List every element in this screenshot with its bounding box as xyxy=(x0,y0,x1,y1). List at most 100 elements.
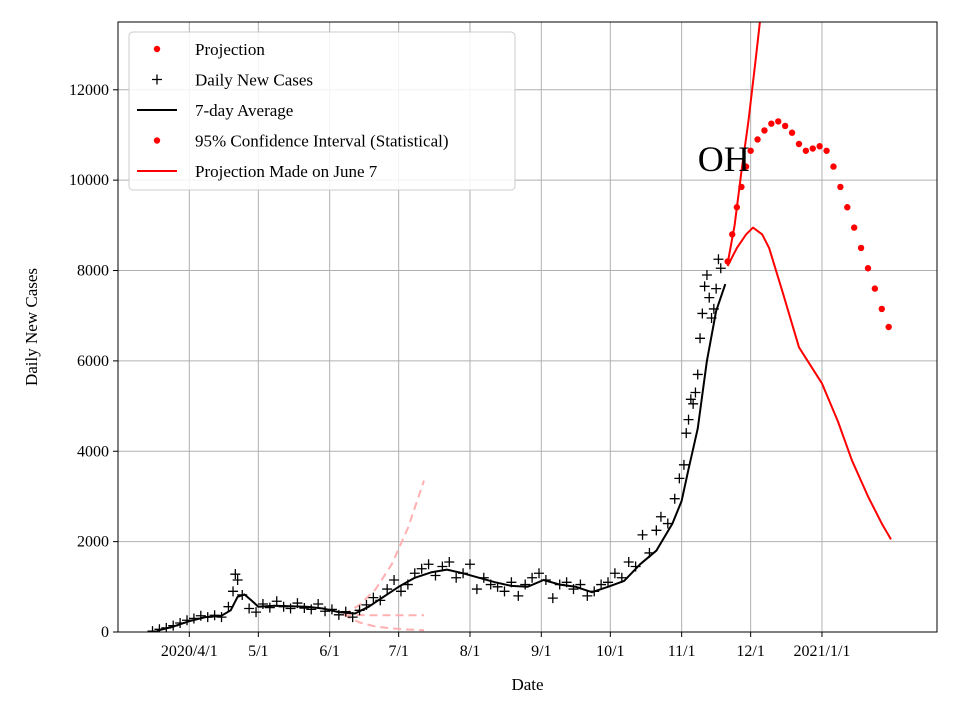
projection-point xyxy=(885,323,892,331)
daily-case-point xyxy=(264,602,275,613)
daily-case-point xyxy=(430,570,441,581)
projection-point xyxy=(724,258,731,265)
daily-case-point xyxy=(320,606,331,617)
projection-point xyxy=(844,204,851,211)
daily-case-point xyxy=(534,568,545,579)
daily-case-point xyxy=(409,568,420,579)
daily-case-point xyxy=(637,529,648,540)
daily-case-point xyxy=(704,292,715,303)
daily-case-point xyxy=(389,575,400,586)
daily-case-point xyxy=(499,586,510,597)
daily-case-point xyxy=(188,613,199,624)
y-tick-label: 6000 xyxy=(77,353,109,370)
daily-case-point xyxy=(223,601,234,612)
projection-point xyxy=(781,122,789,130)
daily-case-point xyxy=(609,568,620,579)
daily-case-point xyxy=(395,586,406,597)
daily-case-point xyxy=(711,283,722,294)
legend: Projection Daily New Cases 7-day Average 95… xyxy=(128,31,516,191)
daily-case-point xyxy=(690,387,701,398)
daily-case-point xyxy=(685,394,696,405)
daily-case-point xyxy=(701,270,712,281)
x-tick-label: 2020/4/1 xyxy=(161,643,218,660)
daily-case-point xyxy=(216,612,227,623)
daily-case-point xyxy=(257,598,268,609)
daily-case-point xyxy=(568,584,579,595)
daily-case-point xyxy=(354,605,365,616)
projection-point xyxy=(775,118,782,125)
daily-case-point xyxy=(651,525,662,536)
projection-point xyxy=(823,147,830,154)
x-tick-label: 8/1 xyxy=(460,643,480,660)
daily-case-point xyxy=(681,428,692,439)
x-tick-label: 6/1 xyxy=(319,643,339,660)
daily-case-point xyxy=(471,584,482,595)
daily-case-point xyxy=(299,603,310,614)
daily-case-point xyxy=(513,590,524,601)
series-line xyxy=(726,226,892,540)
daily-case-point xyxy=(554,579,565,590)
projection-point xyxy=(738,183,745,191)
daily-case-point xyxy=(695,333,706,344)
daily-case-point xyxy=(382,584,393,595)
y-tick-label: 12000 xyxy=(69,82,109,99)
daily-case-point xyxy=(416,563,427,574)
daily-case-point xyxy=(623,556,634,567)
daily-case-point xyxy=(630,561,641,572)
daily-case-point xyxy=(697,308,708,319)
daily-case-point xyxy=(237,589,248,600)
y-tick-label: 8000 xyxy=(77,263,109,280)
daily-case-point xyxy=(202,612,213,623)
daily-case-point xyxy=(683,414,694,425)
projection-point xyxy=(795,140,803,148)
daily-case-point xyxy=(540,575,551,586)
projection-point xyxy=(850,224,858,231)
daily-case-point xyxy=(575,579,586,590)
projection-point xyxy=(837,183,844,191)
x-tick-label: 11/1 xyxy=(668,643,696,660)
daily-case-point xyxy=(492,581,503,592)
daily-case-point xyxy=(596,579,607,590)
daily-case-point xyxy=(708,303,719,314)
daily-case-point xyxy=(271,596,282,607)
daily-case-point xyxy=(147,626,158,632)
projection-point xyxy=(864,265,872,272)
daily-case-point xyxy=(506,577,517,588)
daily-case-point xyxy=(368,592,379,603)
daily-case-point xyxy=(175,617,186,628)
projection-point xyxy=(747,147,754,154)
daily-case-point xyxy=(485,579,496,590)
daily-case-point xyxy=(292,598,303,609)
projection-point xyxy=(816,143,823,150)
daily-case-point xyxy=(678,459,689,470)
series-group xyxy=(147,22,892,632)
daily-case-point xyxy=(313,598,324,609)
legend-label: 95% Confidence Interval (Statistical) xyxy=(195,132,449,151)
y-tick-label: 10000 xyxy=(69,172,109,189)
daily-case-point xyxy=(458,568,469,579)
daily-case-point xyxy=(688,398,699,409)
chart-annotation: OH xyxy=(698,139,750,179)
daily-case-point xyxy=(228,586,239,597)
projection-point xyxy=(733,204,741,211)
daily-case-point xyxy=(603,577,614,588)
daily-case-point xyxy=(195,610,206,621)
daily-case-point xyxy=(423,559,434,570)
y-tick-label: 0 xyxy=(101,624,109,641)
x-tick-label: 5/1 xyxy=(248,643,268,660)
projection-point xyxy=(788,129,796,136)
daily-case-point xyxy=(699,281,710,292)
y-tick-label: 4000 xyxy=(77,443,109,460)
daily-case-point xyxy=(464,559,475,570)
daily-case-point xyxy=(326,604,337,615)
series-layer xyxy=(147,22,892,632)
daily-case-point xyxy=(437,561,448,572)
x-tick-label: 7/1 xyxy=(388,643,408,660)
projection-point xyxy=(830,163,837,170)
x-tick-label: 2021/1/1 xyxy=(794,643,851,660)
projection-point xyxy=(802,147,810,154)
projection-point xyxy=(729,231,736,238)
daily-case-point xyxy=(674,473,685,484)
daily-case-point xyxy=(230,569,241,580)
y-tick-label: 2000 xyxy=(77,534,109,551)
